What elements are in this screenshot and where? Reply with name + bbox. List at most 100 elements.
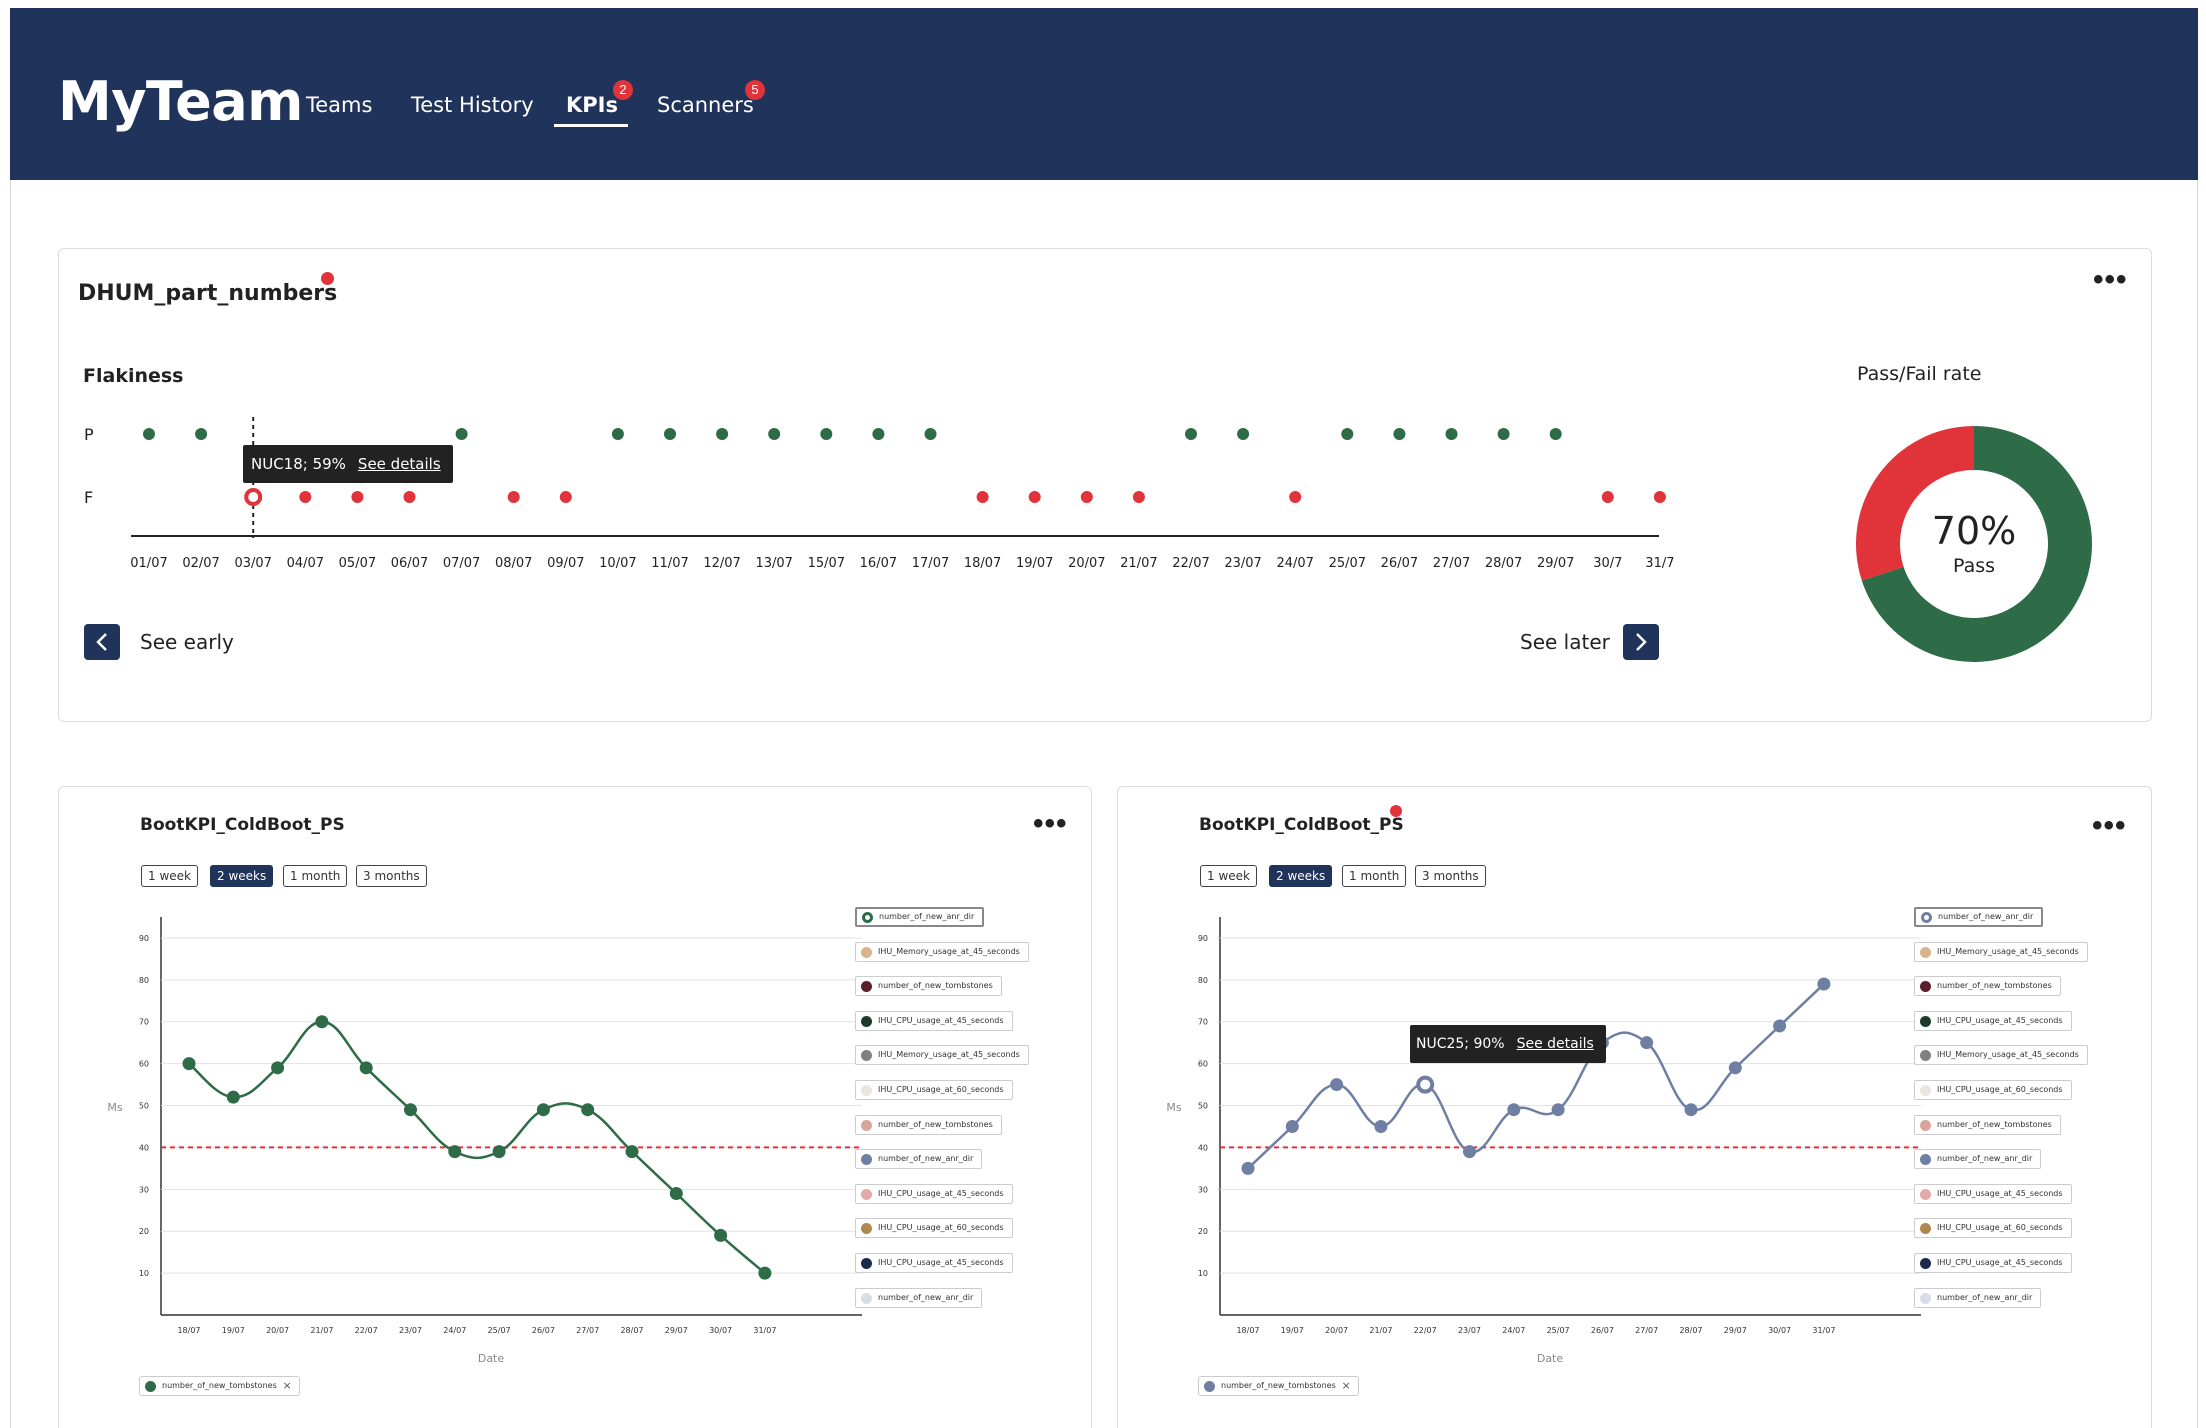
pass-result-dot[interactable] xyxy=(1341,428,1354,440)
legend-item[interactable]: IHU_Memory_usage_at_45_seconds xyxy=(1914,941,2088,962)
data-point[interactable] xyxy=(758,1266,772,1280)
data-point[interactable] xyxy=(359,1061,373,1075)
legend-item[interactable]: IHU_Memory_usage_at_45_seconds xyxy=(855,1045,1029,1066)
pass-result-dot[interactable] xyxy=(1445,428,1458,440)
more-options-button[interactable]: ••• xyxy=(2093,263,2128,296)
pass-result-dot[interactable] xyxy=(611,428,624,440)
see-early-button[interactable] xyxy=(84,624,120,660)
fail-result-dot[interactable] xyxy=(559,491,572,503)
see-later-label[interactable]: See later xyxy=(1520,630,1610,654)
nav-test-history[interactable]: Test History xyxy=(411,93,534,117)
pass-result-dot[interactable] xyxy=(1185,428,1197,440)
selected-data-point[interactable] xyxy=(1416,1075,1435,1094)
fail-slice[interactable] xyxy=(1856,426,1974,581)
fail-result-dot[interactable] xyxy=(976,491,989,503)
data-point[interactable] xyxy=(1330,1078,1344,1092)
fail-result-dot[interactable] xyxy=(1028,491,1041,503)
selected-fail-result-dot[interactable] xyxy=(244,488,263,506)
data-point[interactable] xyxy=(581,1103,595,1117)
pass-result-dot[interactable] xyxy=(924,428,937,440)
legend-item[interactable]: IHU_CPU_usage_at_45_seconds xyxy=(1914,1183,2072,1204)
pass-slice[interactable] xyxy=(1861,426,2092,662)
pass-result-dot[interactable] xyxy=(1497,428,1510,440)
nav-scanners[interactable]: Scanners xyxy=(657,93,754,117)
range-1-month[interactable]: 1 month xyxy=(1342,865,1407,887)
legend-item[interactable]: number_of_new_anr_dir xyxy=(1914,1287,2042,1308)
see-later-button[interactable] xyxy=(1623,624,1659,660)
legend-item[interactable]: IHU_CPU_usage_at_45_seconds xyxy=(855,1183,1013,1204)
legend-item[interactable]: IHU_CPU_usage_at_60_seconds xyxy=(855,1218,1013,1239)
legend-item[interactable]: number_of_new_anr_dir xyxy=(1914,907,2044,927)
data-point[interactable] xyxy=(1241,1161,1255,1175)
legend-item[interactable]: IHU_CPU_usage_at_60_seconds xyxy=(1914,1218,2072,1239)
legend-item[interactable]: IHU_CPU_usage_at_60_seconds xyxy=(855,1080,1013,1100)
data-point[interactable] xyxy=(1507,1103,1521,1117)
data-point[interactable] xyxy=(315,1015,329,1029)
legend-item[interactable]: IHU_CPU_usage_at_60_seconds xyxy=(1914,1080,2072,1100)
legend-item[interactable]: IHU_Memory_usage_at_45_seconds xyxy=(1914,1045,2088,1066)
data-point[interactable] xyxy=(669,1187,683,1201)
data-point[interactable] xyxy=(226,1090,240,1104)
legend-item[interactable]: number_of_new_tombstones xyxy=(1914,976,2061,997)
data-point[interactable] xyxy=(1684,1103,1698,1117)
fail-result-dot[interactable] xyxy=(1653,491,1666,503)
data-point[interactable] xyxy=(271,1061,285,1075)
legend-item[interactable]: number_of_new_anr_dir xyxy=(1914,1149,2042,1170)
range-3-months[interactable]: 3 months xyxy=(1415,865,1486,887)
legend-item[interactable]: number_of_new_tombstones xyxy=(1914,1114,2061,1135)
fail-result-dot[interactable] xyxy=(1601,491,1614,503)
range-1-week[interactable]: 1 week xyxy=(1200,865,1257,887)
more-options-button[interactable]: ••• xyxy=(2092,809,2127,842)
legend-item[interactable]: number_of_new_anr_dir xyxy=(855,907,985,927)
data-point[interactable] xyxy=(1374,1119,1388,1133)
close-icon[interactable]: × xyxy=(282,1379,292,1392)
nav-teams[interactable]: Teams xyxy=(306,93,373,117)
data-point[interactable] xyxy=(404,1103,417,1117)
data-point[interactable] xyxy=(182,1057,196,1071)
fail-result-dot[interactable] xyxy=(1289,491,1302,503)
pass-result-dot[interactable] xyxy=(716,428,729,440)
fail-result-dot[interactable] xyxy=(403,491,416,503)
close-icon[interactable]: × xyxy=(1341,1379,1351,1392)
legend-item[interactable]: number_of_new_tombstones xyxy=(855,1114,1002,1135)
legend-item[interactable]: number_of_new_tombstones xyxy=(855,976,1002,997)
data-point[interactable] xyxy=(1463,1145,1476,1159)
pass-result-dot[interactable] xyxy=(820,428,833,440)
data-point[interactable] xyxy=(1773,1019,1787,1033)
range-2-weeks[interactable]: 2 weeks xyxy=(210,865,274,887)
data-point[interactable] xyxy=(1640,1036,1654,1050)
pass-result-dot[interactable] xyxy=(195,428,208,440)
pass-result-dot[interactable] xyxy=(768,428,781,440)
data-point[interactable] xyxy=(1551,1103,1565,1117)
data-point[interactable] xyxy=(448,1145,462,1159)
range-2-weeks[interactable]: 2 weeks xyxy=(1269,865,1333,887)
range-3-months[interactable]: 3 months xyxy=(356,865,427,887)
legend-item[interactable]: IHU_CPU_usage_at_45_seconds xyxy=(1914,1253,2072,1273)
see-early-label[interactable]: See early xyxy=(140,630,234,654)
fail-result-dot[interactable] xyxy=(507,491,520,503)
pass-result-dot[interactable] xyxy=(455,428,468,440)
legend-item[interactable]: number_of_new_anr_dir xyxy=(855,1287,983,1308)
data-point[interactable] xyxy=(1817,977,1831,991)
pass-result-dot[interactable] xyxy=(1393,428,1406,440)
legend-item[interactable]: IHU_CPU_usage_at_45_seconds xyxy=(855,1010,1013,1031)
see-details-link[interactable]: See details xyxy=(1516,1036,1594,1052)
legend-item[interactable]: IHU_CPU_usage_at_45_seconds xyxy=(855,1253,1013,1273)
pass-result-dot[interactable] xyxy=(664,428,676,440)
data-point[interactable] xyxy=(536,1103,550,1117)
data-point[interactable] xyxy=(1285,1119,1299,1133)
legend-item[interactable]: number_of_new_anr_dir xyxy=(855,1149,983,1170)
legend-item[interactable]: IHU_CPU_usage_at_45_seconds xyxy=(1914,1010,2072,1031)
legend-item[interactable]: IHU_Memory_usage_at_45_seconds xyxy=(855,941,1029,962)
data-point[interactable] xyxy=(625,1145,639,1159)
pass-result-dot[interactable] xyxy=(1549,428,1562,440)
fail-result-dot[interactable] xyxy=(1080,491,1093,503)
fail-result-dot[interactable] xyxy=(299,491,312,503)
range-1-week[interactable]: 1 week xyxy=(141,865,198,887)
pass-result-dot[interactable] xyxy=(143,428,155,440)
more-options-button[interactable]: ••• xyxy=(1033,807,1068,840)
data-point[interactable] xyxy=(1728,1061,1742,1075)
data-point[interactable] xyxy=(492,1145,506,1159)
fail-result-dot[interactable] xyxy=(1132,491,1145,503)
nav-kpis[interactable]: KPIs xyxy=(566,93,618,117)
